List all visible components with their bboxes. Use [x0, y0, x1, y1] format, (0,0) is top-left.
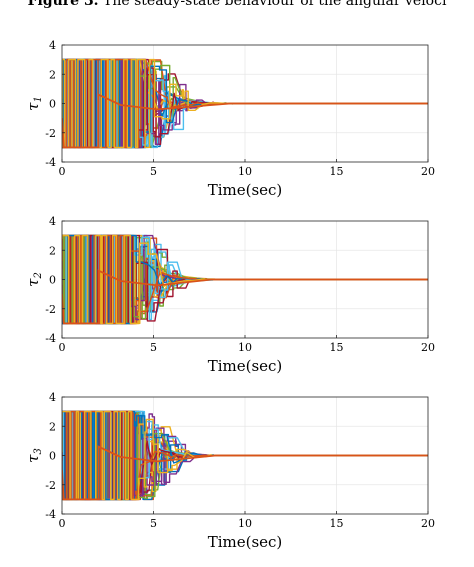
x-axis-label: Time(sec) [208, 181, 283, 199]
y-tick-label: 2 [49, 244, 56, 257]
x-tick-label: 5 [150, 341, 157, 354]
x-tick-label: 0 [59, 341, 66, 354]
x-tick-label: 10 [238, 165, 252, 178]
x-axis-label: Time(sec) [208, 357, 283, 375]
caption-text: The steady-state behaviour of the angula… [103, 0, 447, 9]
y-tick-label: -2 [45, 479, 56, 492]
x-tick-label: 20 [421, 165, 435, 178]
y-axis-label-sub: 1 [33, 96, 44, 102]
x-tick-label: 10 [238, 341, 252, 354]
x-axis-label: Time(sec) [208, 533, 283, 551]
x-tick-label: 0 [59, 165, 66, 178]
x-tick-label: 15 [330, 341, 344, 354]
y-tick-label: -4 [45, 508, 56, 521]
series-group [62, 410, 428, 501]
y-axis-label-sub: 3 [33, 448, 44, 454]
x-tick-label: 0 [59, 517, 66, 530]
series-line-steady [62, 93, 428, 149]
y-tick-label: 4 [49, 215, 56, 228]
series-line [62, 410, 428, 501]
y-tick-label: -2 [45, 127, 56, 140]
y-tick-label: 0 [49, 98, 56, 111]
y-tick-label: 2 [49, 68, 56, 81]
series-group [62, 234, 428, 325]
y-tick-label: 4 [49, 391, 56, 404]
x-tick-label: 20 [421, 517, 435, 530]
y-axis-label-sub: 2 [33, 272, 44, 279]
series-line-steady [62, 445, 428, 501]
y-axis-label: τ2 [24, 272, 44, 287]
x-tick-label: 5 [150, 165, 157, 178]
y-axis-label-main: τ [24, 454, 42, 463]
y-tick-label: 4 [49, 39, 56, 52]
y-axis-label: τ3 [24, 448, 44, 463]
caption-label: Figure 3. [27, 0, 99, 9]
series-line-steady [62, 269, 428, 325]
x-tick-label: 15 [330, 517, 344, 530]
series-line [62, 58, 428, 149]
y-tick-label: -4 [45, 156, 56, 169]
y-tick-label: -4 [45, 332, 56, 345]
y-axis-label-main: τ [24, 102, 42, 111]
y-tick-label: 0 [49, 274, 56, 287]
series-group [62, 58, 428, 149]
y-tick-label: -2 [45, 303, 56, 316]
x-tick-label: 15 [330, 165, 344, 178]
figure-caption: Figure 3. The steady-state behaviour of … [0, 0, 474, 12]
x-tick-label: 10 [238, 517, 252, 530]
y-tick-label: 2 [49, 420, 56, 433]
x-tick-label: 5 [150, 517, 157, 530]
y-tick-label: 0 [49, 450, 56, 463]
x-tick-label: 20 [421, 341, 435, 354]
y-axis-label-main: τ [24, 278, 42, 287]
y-axis-label: τ1 [24, 96, 44, 111]
